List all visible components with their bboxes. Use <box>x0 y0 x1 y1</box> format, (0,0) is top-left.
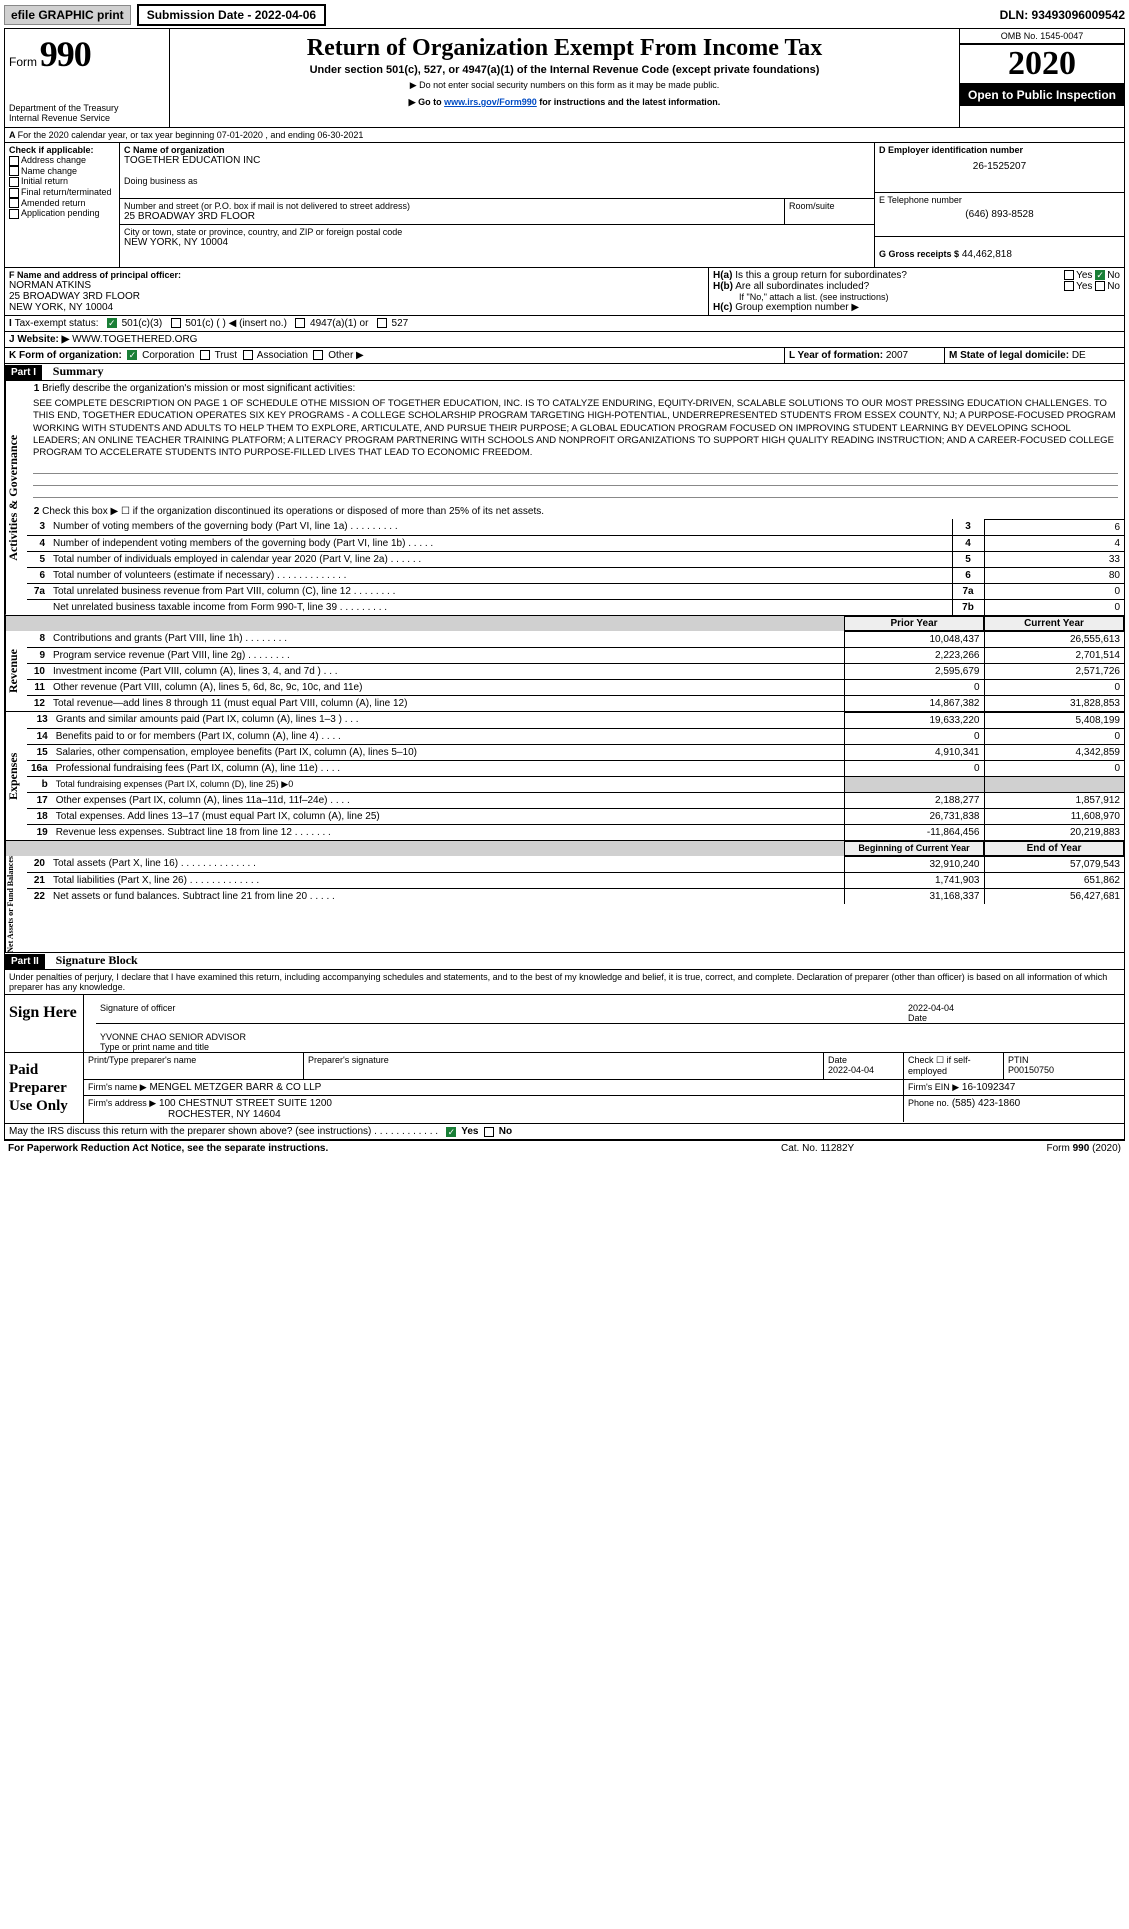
table-row: 14Benefits paid to or for members (Part … <box>27 728 1124 744</box>
sidebar-nets: Net Assets or Fund Balances <box>5 856 27 953</box>
table-row: 13Grants and similar amounts paid (Part … <box>27 712 1124 728</box>
table-row: 19Revenue less expenses. Subtract line 1… <box>27 824 1124 840</box>
4947-checkbox[interactable] <box>295 318 305 328</box>
form-word: Form <box>9 55 37 69</box>
phone-label: E Telephone number <box>879 195 1120 205</box>
form990-link[interactable]: www.irs.gov/Form990 <box>444 97 537 107</box>
527-checkbox[interactable] <box>377 318 387 328</box>
discuss-no-checkbox[interactable] <box>484 1127 494 1137</box>
line-l: L Year of formation: 2007 <box>784 348 944 363</box>
dba-label: Doing business as <box>124 176 870 186</box>
end-year-header: End of Year <box>984 841 1124 856</box>
initial-return-checkbox[interactable] <box>9 177 19 187</box>
form-subtitle-1: Under section 501(c), 527, or 4947(a)(1)… <box>178 64 951 76</box>
efile-graphic-button[interactable]: efile GRAPHIC print <box>4 5 131 25</box>
table-row: 21Total liabilities (Part X, line 26) . … <box>27 872 1124 888</box>
table-row: 16aProfessional fundraising fees (Part I… <box>27 760 1124 776</box>
block-h: H(a) Is this a group return for subordin… <box>709 268 1124 315</box>
table-row: 10Investment income (Part VIII, column (… <box>27 663 1124 679</box>
addr-value: 25 BROADWAY 3RD FLOOR <box>124 211 780 222</box>
block-f: F Name and address of principal officer:… <box>5 268 709 315</box>
hb-no-checkbox[interactable] <box>1095 281 1105 291</box>
city-label: City or town, state or province, country… <box>124 227 870 237</box>
line-j: J Website: ▶ WWW.TOGETHERED.ORG <box>5 332 1124 348</box>
revenue-table: 8Contributions and grants (Part VIII, li… <box>27 631 1124 711</box>
block-c: C Name of organization TOGETHER EDUCATIO… <box>120 143 874 267</box>
form-ref: Form 990 (2020) <box>981 1143 1121 1154</box>
table-row: 20Total assets (Part X, line 16) . . . .… <box>27 856 1124 872</box>
ein-value: 26-1525207 <box>879 161 1120 172</box>
table-row: 11Other revenue (Part VIII, column (A), … <box>27 679 1124 695</box>
city-value: NEW YORK, NY 10004 <box>124 237 870 248</box>
discuss-yes-checkbox[interactable]: ✓ <box>446 1127 456 1137</box>
org-name: TOGETHER EDUCATION INC <box>124 155 870 166</box>
discuss-line: May the IRS discuss this return with the… <box>5 1124 1124 1140</box>
sidebar-revenue: Revenue <box>5 631 27 711</box>
form-container: Form 990 Department of the Treasury Inte… <box>4 28 1125 1141</box>
501c3-checkbox[interactable]: ✓ <box>107 318 117 328</box>
expenses-table: 13Grants and similar amounts paid (Part … <box>27 712 1124 840</box>
form-header: Form 990 Department of the Treasury Inte… <box>5 29 1124 128</box>
501c-checkbox[interactable] <box>171 318 181 328</box>
table-row: 15Salaries, other compensation, employee… <box>27 744 1124 760</box>
ha-yes-checkbox[interactable] <box>1064 270 1074 280</box>
addr-label: Number and street (or P.O. box if mail i… <box>124 201 780 211</box>
name-change-checkbox[interactable] <box>9 166 19 176</box>
hb-yes-checkbox[interactable] <box>1064 281 1074 291</box>
omb-number: OMB No. 1545-0047 <box>960 29 1124 44</box>
gross-receipts-value: 44,462,818 <box>962 249 1012 260</box>
sidebar-expenses: Expenses <box>5 712 27 840</box>
penalties-text: Under penalties of perjury, I declare th… <box>5 970 1124 995</box>
tax-year-line: A For the 2020 calendar year, or tax yea… <box>5 128 1124 143</box>
dept-label: Department of the Treasury <box>9 103 165 113</box>
association-checkbox[interactable] <box>243 350 253 360</box>
phone-value: (646) 893-8528 <box>879 209 1120 220</box>
corporation-checkbox[interactable]: ✓ <box>127 350 137 360</box>
inspection-notice: Open to Public Inspection <box>960 84 1124 106</box>
sidebar-activities: Activities & Governance <box>5 381 27 615</box>
paid-preparer-section: Paid Preparer Use Only Print/Type prepar… <box>5 1053 1124 1124</box>
prior-year-header: Prior Year <box>844 616 984 631</box>
gross-receipts-label: G Gross receipts $ <box>879 249 959 259</box>
other-checkbox[interactable] <box>313 350 323 360</box>
current-year-header: Current Year <box>984 616 1124 631</box>
table-row: bTotal fundraising expenses (Part IX, co… <box>27 776 1124 792</box>
org-name-label: C Name of organization <box>124 145 870 155</box>
table-row: 22Net assets or fund balances. Subtract … <box>27 888 1124 904</box>
begin-year-header: Beginning of Current Year <box>844 841 984 856</box>
amended-return-checkbox[interactable] <box>9 198 19 208</box>
part1-header-row: Part I Summary <box>5 364 1124 381</box>
mission-text: SEE COMPLETE DESCRIPTION ON PAGE 1 OF SC… <box>27 396 1124 462</box>
form-number: 990 <box>40 34 91 74</box>
form-subtitle-3: ▶ Go to www.irs.gov/Form990 for instruct… <box>178 97 951 108</box>
trust-checkbox[interactable] <box>200 350 210 360</box>
table-row: 18Total expenses. Add lines 13–17 (must … <box>27 808 1124 824</box>
final-return-checkbox[interactable] <box>9 188 19 198</box>
footer-row: For Paperwork Reduction Act Notice, see … <box>4 1141 1125 1156</box>
part2-header-row: Part II Signature Block <box>5 952 1124 970</box>
form-subtitle-2: ▶ Do not enter social security numbers o… <box>178 80 951 91</box>
irs-label: Internal Revenue Service <box>9 113 165 123</box>
ein-label: D Employer identification number <box>879 145 1120 155</box>
top-bar: efile GRAPHIC print Submission Date - 20… <box>4 4 1125 26</box>
block-b: Check if applicable: Address change Name… <box>5 143 120 267</box>
ha-no-checkbox[interactable]: ✓ <box>1095 270 1105 280</box>
line-i: I Tax-exempt status: ✓ 501(c)(3) 501(c) … <box>5 316 1124 332</box>
sign-here-section: Sign Here Signature of officer 2022-04-0… <box>5 995 1124 1053</box>
dln-text: DLN: 93493096009542 <box>1000 8 1125 22</box>
submission-date-button[interactable]: Submission Date - 2022-04-06 <box>137 4 326 26</box>
address-change-checkbox[interactable] <box>9 156 19 166</box>
application-pending-checkbox[interactable] <box>9 209 19 219</box>
form-title: Return of Organization Exempt From Incom… <box>178 35 951 62</box>
tax-year: 2020 <box>960 44 1124 84</box>
nets-table: 20Total assets (Part X, line 16) . . . .… <box>27 856 1124 904</box>
table-row: 9Program service revenue (Part VIII, lin… <box>27 647 1124 663</box>
line-m: M State of legal domicile: DE <box>944 348 1124 363</box>
table-row: 12Total revenue—add lines 8 through 11 (… <box>27 695 1124 711</box>
line-k: K Form of organization: ✓ Corporation Tr… <box>5 348 784 363</box>
table-row: 8Contributions and grants (Part VIII, li… <box>27 631 1124 647</box>
room-label: Room/suite <box>789 201 870 211</box>
block-deg: D Employer identification number 26-1525… <box>874 143 1124 267</box>
table-row: 17Other expenses (Part IX, column (A), l… <box>27 792 1124 808</box>
